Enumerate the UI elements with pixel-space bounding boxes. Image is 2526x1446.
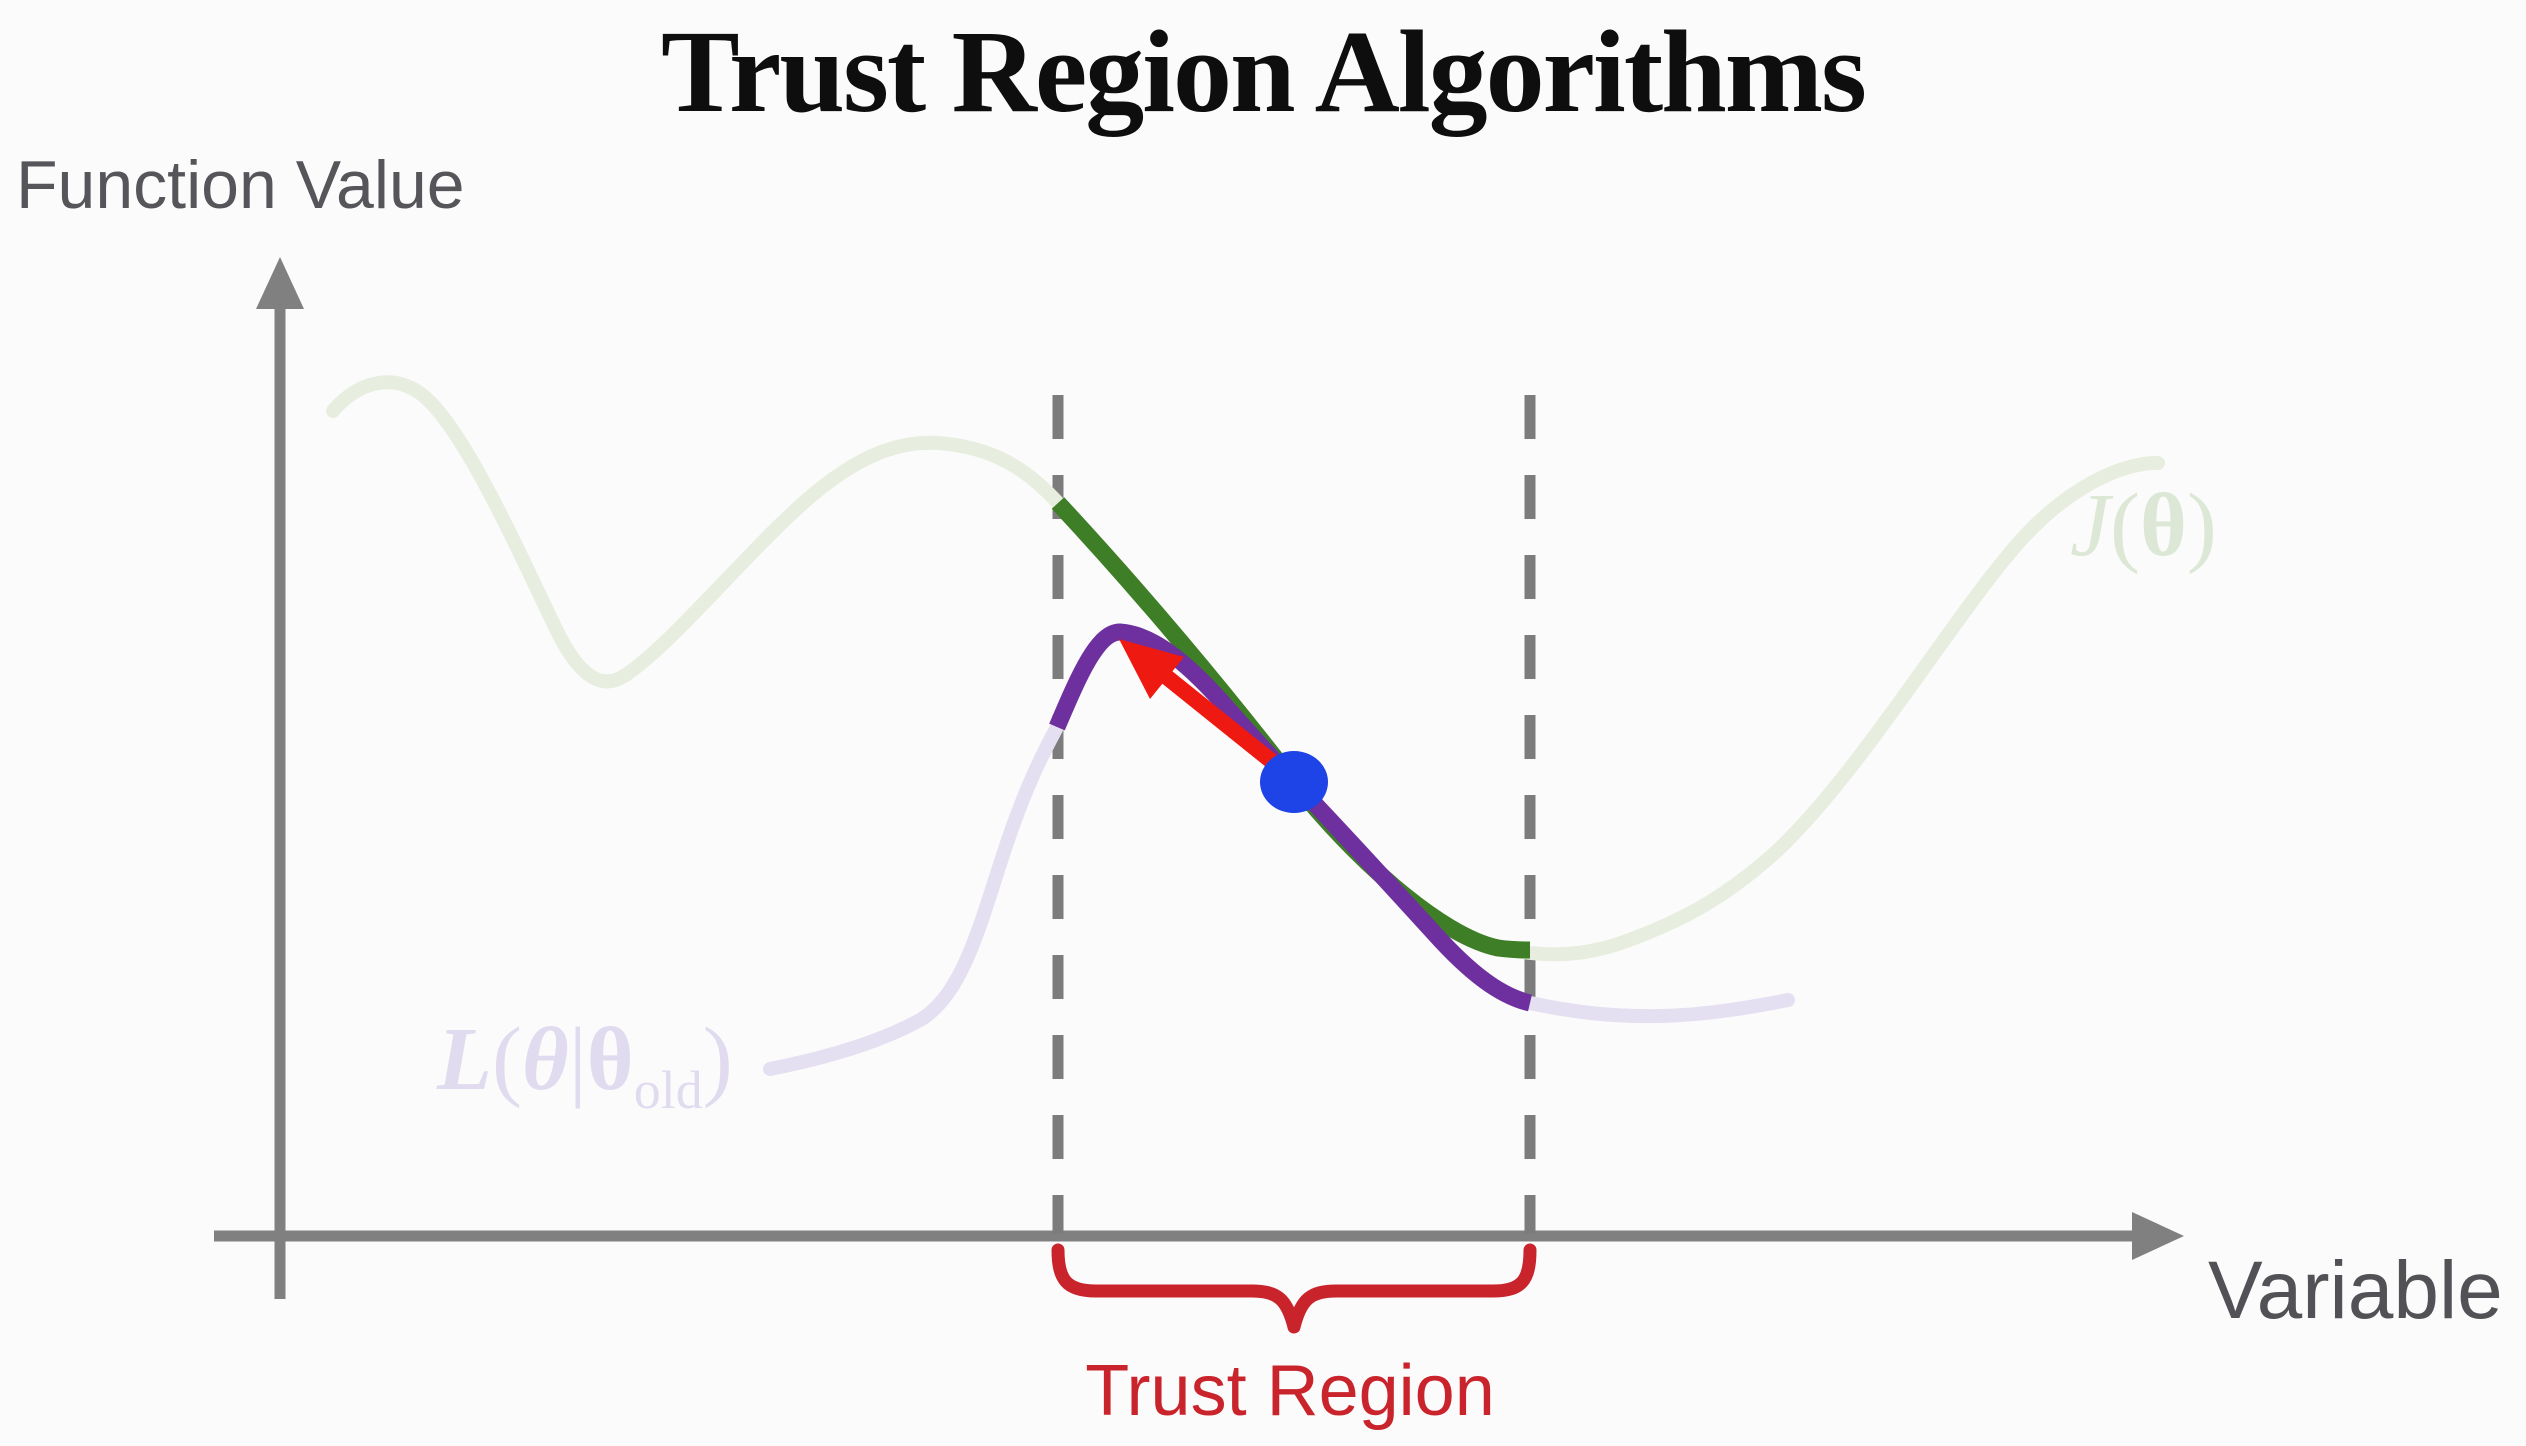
page-title: Trust Region Algorithms bbox=[661, 6, 1867, 137]
x-axis-arrowhead-icon bbox=[2132, 1212, 2184, 1260]
axes bbox=[214, 257, 2184, 1299]
trust-region-label: Trust Region bbox=[1085, 1351, 1495, 1431]
step-arrow-head-icon bbox=[1119, 639, 1184, 699]
surrogate-label-close-paren: ) bbox=[702, 1010, 733, 1109]
surrogate-label-func: L bbox=[437, 1010, 492, 1109]
surrogate-label-theta2: θ bbox=[586, 1010, 634, 1109]
surrogate-label-open-paren: ( bbox=[491, 1010, 522, 1109]
step-arrow bbox=[1119, 639, 1298, 784]
surrogate-label-theta1: θ bbox=[521, 1010, 569, 1109]
y-axis-label: Function Value bbox=[16, 147, 465, 223]
surrogate-curve-faint bbox=[763, 624, 1795, 1076]
surrogate-curve-label: L(θ|θold) bbox=[437, 1008, 733, 1121]
objective-label-theta: θ bbox=[2139, 476, 2187, 575]
objective-label-open-paren: ( bbox=[2109, 476, 2140, 575]
step-arrow-shaft bbox=[1150, 662, 1298, 784]
surrogate-label-bar: | bbox=[568, 1010, 587, 1109]
current-point-dot bbox=[1260, 751, 1328, 813]
surrogate-curve-highlight bbox=[1049, 623, 1533, 1012]
objective-curve-label: J(θ) bbox=[2070, 474, 2217, 577]
objective-curve-highlight bbox=[1051, 497, 1531, 959]
y-axis-arrowhead-icon bbox=[256, 257, 304, 309]
surrogate-label-subscript: old bbox=[633, 1060, 703, 1120]
objective-label-func: J bbox=[2070, 476, 2110, 575]
trust-region-boundaries bbox=[1052, 395, 1536, 1234]
objective-curve-faint bbox=[326, 375, 2165, 962]
objective-label-close-paren: ) bbox=[2186, 476, 2217, 575]
x-axis-label: Variable bbox=[2208, 1245, 2503, 1336]
trust-region-brace bbox=[1051, 1243, 1537, 1334]
